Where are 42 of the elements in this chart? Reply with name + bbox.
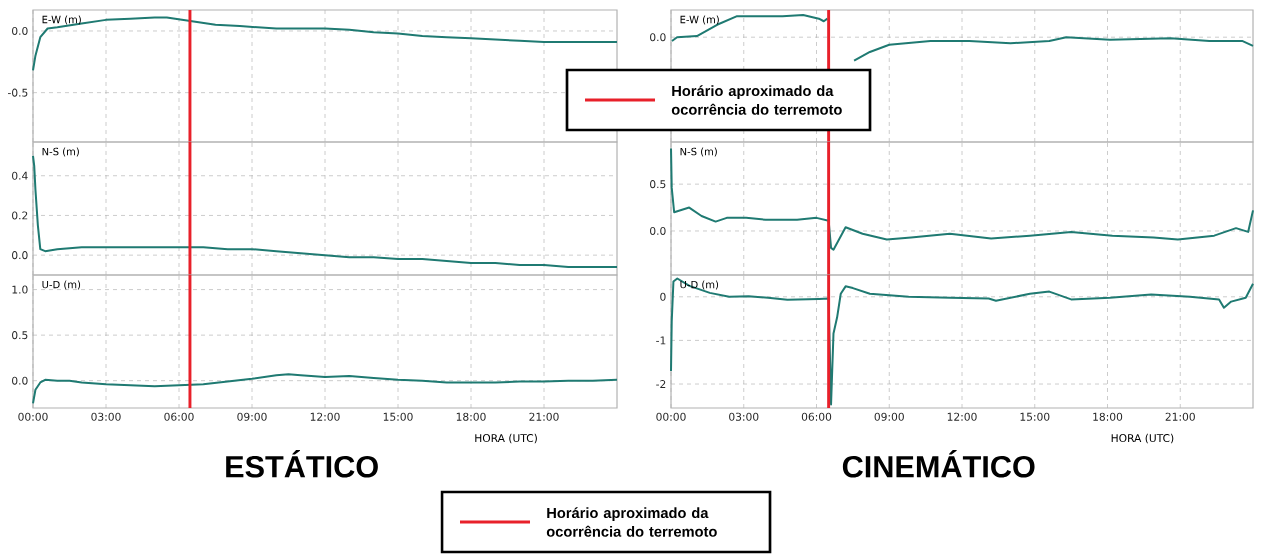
y-tick-label: 0.5 [650, 180, 666, 189]
x-tick-label: 21:00 [529, 412, 559, 421]
y-axis-title: N-S (m) [680, 147, 717, 157]
y-tick-label: 1.0 [12, 285, 28, 294]
x-tick-label: 03:00 [91, 412, 121, 421]
x-tick-label: 21:00 [1165, 412, 1195, 421]
line-series [670, 147, 1255, 251]
x-tick-label: 15:00 [1020, 412, 1050, 421]
x-tick-label: 00:00 [18, 412, 48, 421]
x-axis-title: HORA (UTC) [475, 433, 537, 444]
x-tick-label: 18:00 [1093, 412, 1123, 421]
y-tick-label: 0.5 [12, 331, 28, 340]
y-tick-label: 0.0 [12, 376, 28, 385]
x-axis-title: HORA (UTC) [1111, 433, 1174, 444]
x-tick-label: 06:00 [164, 412, 194, 421]
y-tick-label: 0.0 [12, 26, 28, 35]
ref-line-label: Horário aproximado da ocorrência do terremoto [671, 85, 842, 115]
y-tick-label: 0.4 [12, 171, 28, 180]
y-tick-label: 0.0 [650, 226, 666, 235]
x-tick-label: 12:00 [310, 412, 340, 421]
text: ESTÁTICO [226, 450, 378, 478]
x-tick-label: 09:00 [237, 412, 267, 421]
legend-label: Horário aproximado da ocorrência do terremoto [546, 507, 717, 537]
y-tick-label: -2 [656, 380, 666, 388]
x-tick-label: 09:00 [874, 412, 904, 421]
y-tick-label: 0.0 [12, 251, 28, 260]
x-tick-label: 18:00 [456, 412, 486, 421]
text: CINEMÁTICO [842, 450, 1035, 478]
x-tick-label: 12:00 [947, 412, 977, 421]
y-axis-title: N-S (m) [42, 147, 79, 157]
x-tick-label: 03:00 [729, 412, 759, 421]
y-tick-label: -0.5 [8, 88, 28, 97]
line-series [670, 277, 1255, 406]
y-axis-title: E-W (m) [680, 15, 719, 25]
x-tick-label: 06:00 [801, 412, 832, 421]
y-tick-label: 0.2 [12, 211, 28, 220]
y-axis-title: U-D (m) [42, 280, 81, 290]
y-tick-label: -1 [656, 336, 666, 345]
x-tick-label: 00:00 [656, 412, 686, 421]
x-tick-label: 15:00 [383, 412, 413, 421]
y-axis-title: E-W (m) [42, 15, 81, 25]
y-tick-label: 0 [660, 292, 666, 301]
